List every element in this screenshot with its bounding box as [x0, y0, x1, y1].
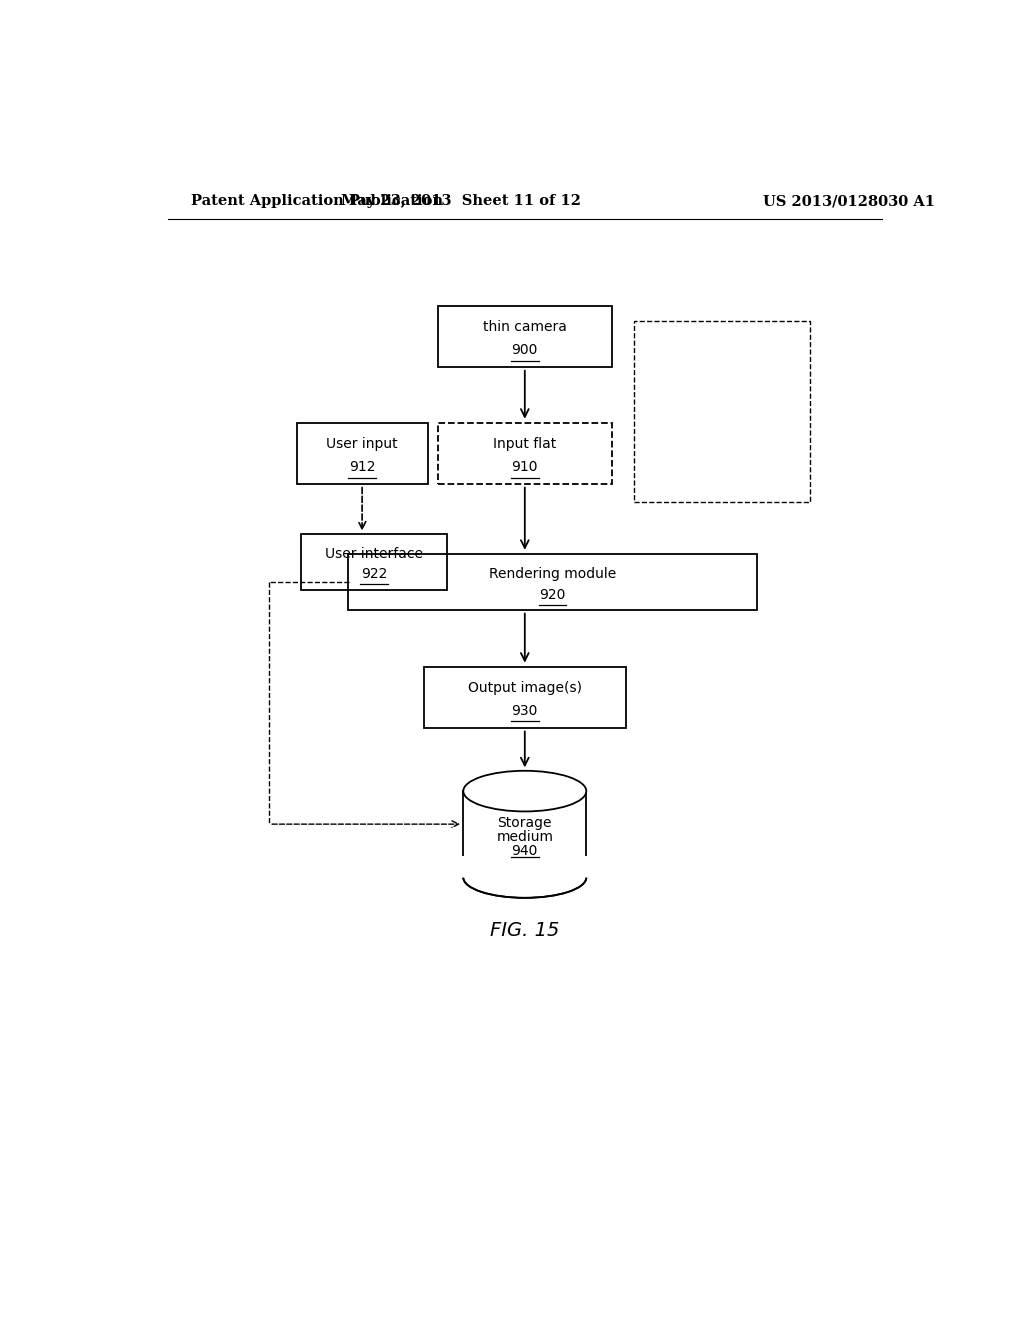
- Bar: [301, 535, 447, 590]
- Text: US 2013/0128030 A1: US 2013/0128030 A1: [763, 194, 935, 209]
- Text: medium: medium: [497, 830, 553, 843]
- Text: Storage: Storage: [498, 816, 552, 829]
- Text: 940: 940: [512, 843, 538, 858]
- Text: 922: 922: [360, 568, 387, 581]
- Text: 900: 900: [512, 343, 538, 356]
- Text: Patent Application Publication: Patent Application Publication: [191, 194, 443, 209]
- Text: Input flat: Input flat: [494, 437, 556, 451]
- Text: 910: 910: [512, 459, 538, 474]
- Text: Output image(s): Output image(s): [468, 681, 582, 694]
- Ellipse shape: [463, 857, 587, 898]
- Bar: [461, 857, 589, 878]
- Text: User interface: User interface: [325, 546, 423, 561]
- Text: 920: 920: [540, 587, 566, 602]
- Text: FIG. 15: FIG. 15: [490, 921, 559, 940]
- Text: User input: User input: [327, 437, 398, 451]
- Text: 912: 912: [349, 459, 376, 474]
- Bar: [634, 321, 811, 502]
- Bar: [348, 554, 757, 610]
- Bar: [437, 422, 612, 483]
- Text: Rendering module: Rendering module: [488, 566, 616, 581]
- Text: May 23, 2013  Sheet 11 of 12: May 23, 2013 Sheet 11 of 12: [341, 194, 582, 209]
- Bar: [437, 306, 612, 367]
- Ellipse shape: [463, 771, 587, 812]
- Bar: [424, 667, 626, 727]
- Bar: [297, 422, 428, 483]
- Text: thin camera: thin camera: [483, 321, 566, 334]
- Text: 930: 930: [512, 704, 538, 718]
